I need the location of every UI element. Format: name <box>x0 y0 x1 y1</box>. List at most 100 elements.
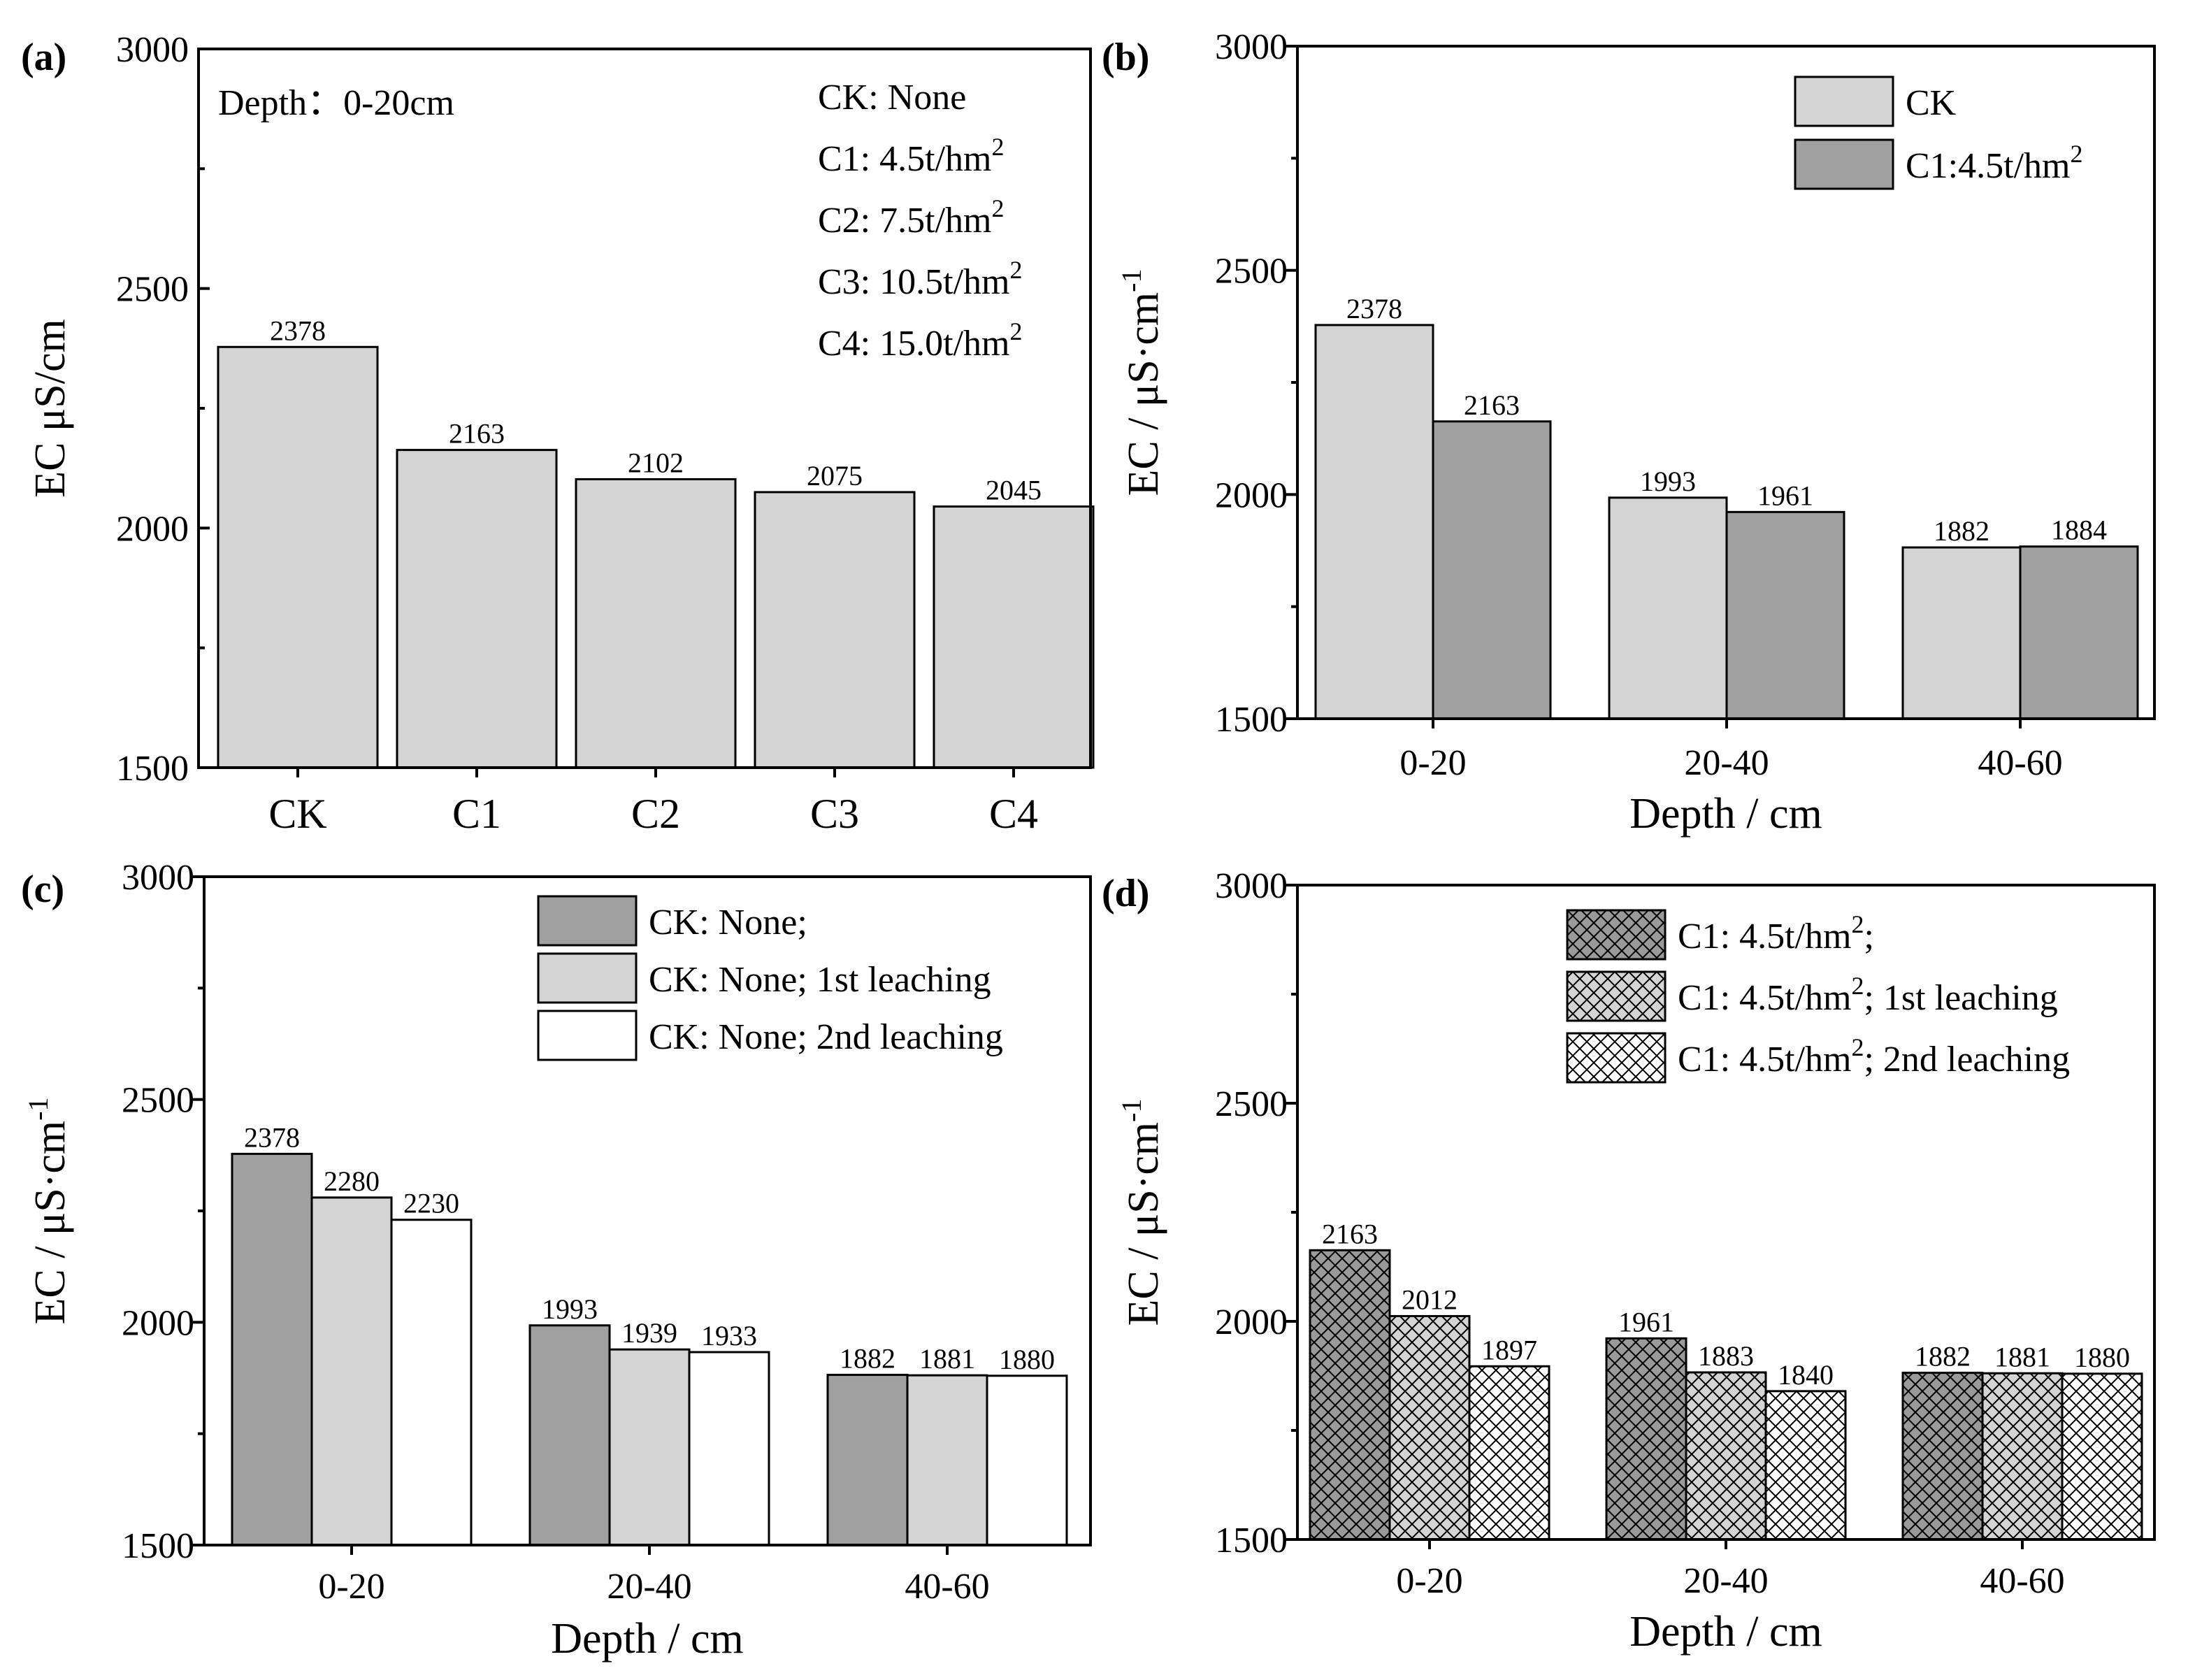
panel-b-bar-0-20-1 <box>1432 420 1552 720</box>
panel-a-category-label: C1 <box>452 791 501 837</box>
treatment-note-main: CK: None <box>818 78 966 117</box>
treatment-note-sup: 2 <box>991 194 1004 222</box>
legend-label-main: C1: 4.5t/hm <box>1678 978 1851 1018</box>
legend-label-main: CK: None; 2nd leaching <box>649 1017 1003 1057</box>
legend-label-main: C1: 4.5t/hm <box>1678 917 1851 956</box>
panel-a-category-label: C2 <box>631 791 680 837</box>
legend-label-suffix: ; <box>1864 917 1873 956</box>
panel-c-data-label: 1933 <box>701 1320 757 1351</box>
panel-d-bar-40-60-0 <box>1901 1372 1984 1541</box>
panel-a-data-label: 2163 <box>449 418 505 450</box>
legend-label-suffix: ; 2nd leaching <box>1864 1040 2070 1079</box>
treatment-note-main: C1: 4.5t/hm <box>818 139 991 179</box>
panel-d-category-label: 20-40 <box>1683 1561 1768 1601</box>
panel-c-bar-0-20-0 <box>231 1152 313 1546</box>
panel-c-data-label: 2280 <box>324 1165 380 1197</box>
treatment-note-sup: 2 <box>1009 317 1022 345</box>
panel-a-bar-C3-0 <box>754 491 916 769</box>
panel-b-data-label: 1882 <box>1934 515 1989 547</box>
panel-d-legend-label: C1: 4.5t/hm2; 1st leaching <box>1678 972 2058 1018</box>
panel-c-legend-label: CK: None; 1st leaching <box>649 960 991 1000</box>
panel-c-ytick-label: 2500 <box>122 1081 194 1121</box>
legend-label-sup: 2 <box>1851 1033 1864 1061</box>
panel-d-bar-40-60-2 <box>2061 1372 2143 1541</box>
panel-d-bars: 2163 2012 1897 1961 1883 1840 1882 1881 1880 <box>1309 1218 2143 1541</box>
panel-a-treatment-note: C4: 15.0t/hm2 <box>818 317 1022 364</box>
panel-d-bar-0-20-1 <box>1388 1315 1471 1541</box>
panel-c-data-label: 1939 <box>621 1317 677 1349</box>
panel-b-y-axis-title-sup: -1 <box>1116 269 1147 292</box>
panel-c-data-label: 1880 <box>999 1344 1055 1375</box>
panel-b-ytick-label: 2000 <box>1215 475 1288 515</box>
panel-d-data-label: 1880 <box>2074 1342 2130 1373</box>
panel-c-bar-0-20-1 <box>310 1196 393 1546</box>
panel-c-y-axis-title-main: EC / μS·cm <box>27 1121 74 1325</box>
panel-c-bar-20-40-0 <box>528 1324 611 1546</box>
panel-a-data-label: 2378 <box>270 315 326 346</box>
panel-d-legend-swatch <box>1566 970 1667 1022</box>
panel-b-data-label: 1961 <box>1757 480 1813 511</box>
panel-b-data-label: 2378 <box>1346 293 1402 324</box>
panel-c-data-label: 1881 <box>919 1343 975 1374</box>
panel-d-legend-label: C1: 4.5t/hm2; <box>1678 910 1874 956</box>
panel-c-bar-20-40-1 <box>608 1348 691 1546</box>
panel-d-bar-20-40-2 <box>1764 1390 1847 1541</box>
panel-b-y-axis-title: EC / μS·cm-1 <box>1116 269 1167 496</box>
panel-b-category-label: 20-40 <box>1684 743 1769 783</box>
panel-c-bar-40-60-2 <box>986 1374 1068 1546</box>
legend-label-suffix: ; 1st leaching <box>1864 978 2057 1018</box>
panel-c-category-labels: 0-20 20-40 40-60 <box>318 1545 990 1607</box>
panel-c-bar-40-60-0 <box>826 1374 909 1546</box>
legend-label-sup: 2 <box>1851 972 1864 1000</box>
panel-d-y-axis-title-main: EC / μS·cm <box>1120 1122 1167 1326</box>
panel-c-legend-swatch <box>537 895 638 947</box>
panel-b-data-label: 1884 <box>2051 515 2107 546</box>
panel-d-x-axis-title: Depth / cm <box>1629 1608 1822 1656</box>
panel-d-legend: C1: 4.5t/hm2;C1: 4.5t/hm2; 1st leachingC… <box>1566 909 2070 1084</box>
panel-d-bar-20-40-1 <box>1685 1371 1767 1541</box>
panel-a-y-axis-title: EC μS/cm <box>27 319 74 497</box>
treatment-note-main: C3: 10.5t/hm <box>818 262 1009 302</box>
panel-c-legend-label: CK: None; 2nd leaching <box>649 1017 1003 1057</box>
panel-d-category-labels: 0-20 20-40 40-60 <box>1396 1539 2065 1601</box>
panel-c: 2378 2280 2230 1993 1939 1933 1882 1881 1880 150… <box>21 858 1092 1663</box>
panel-c-bar-20-40-2 <box>688 1351 770 1546</box>
panel-c-category-label: 40-60 <box>905 1567 989 1607</box>
panel-b-legend-label: CK <box>1906 83 1957 123</box>
panel-b-ytick-label: 3000 <box>1215 27 1288 67</box>
panel-a-category-label: C4 <box>989 791 1038 837</box>
treatment-note-sup: 2 <box>1009 256 1022 284</box>
panel-c-bar-40-60-1 <box>906 1374 988 1546</box>
panel-a-bar-C1-0 <box>396 449 558 769</box>
panel-a-yticks: 1500 2000 2500 3000 <box>116 30 210 789</box>
panel-c-category-label: 0-20 <box>318 1567 384 1607</box>
treatment-note-main: C2: 7.5t/hm <box>818 201 991 240</box>
panel-b-bars: 2378 2163 1993 1961 1882 1884 <box>1314 293 2139 720</box>
panel-d-category-label: 40-60 <box>1980 1561 2064 1601</box>
treatment-note-main: C4: 15.0t/hm <box>818 324 1009 364</box>
legend-label-main: C1:4.5t/hm <box>1906 146 2070 186</box>
panel-b-legend-label: C1:4.5t/hm2 <box>1906 140 2082 186</box>
panel-a-treatment-note: C2: 7.5t/hm2 <box>818 194 1004 240</box>
panel-c-data-label: 1993 <box>542 1293 598 1325</box>
panel-c-ytick-label: 2000 <box>122 1303 194 1343</box>
panel-a-category-label: C3 <box>810 791 859 837</box>
panel-b-category-label: 40-60 <box>1978 743 2062 783</box>
panel-c-data-label: 2230 <box>403 1188 459 1219</box>
panel-b-bar-0-20-0 <box>1314 324 1434 720</box>
panel-d-ytick-label: 3000 <box>1215 866 1288 906</box>
legend-label-main: CK: None; <box>649 903 807 942</box>
panel-c-yticks: 1500 2000 2500 3000 <box>122 858 204 1566</box>
panel-a-treatment-note: C3: 10.5t/hm2 <box>818 256 1022 302</box>
panel-c-legend-swatch <box>537 1010 638 1061</box>
panel-c-y-axis-title: EC / μS·cm-1 <box>22 1098 74 1325</box>
panel-a-data-label: 2102 <box>628 447 684 478</box>
panel-b: 2378 2163 1993 1961 1882 1884 1500 2000 2500 300… <box>1102 27 2156 838</box>
panel-a-bars: 2378 2163 2102 2075 2045 <box>217 315 1095 769</box>
panel-b-category-labels: 0-20 20-40 40-60 <box>1399 719 2063 783</box>
panel-d-data-label: 1897 <box>1481 1334 1537 1365</box>
panel-a-category-labels: CK C1 C2 C3 C4 <box>268 768 1038 837</box>
panel-a-ytick-label: 2500 <box>116 270 189 310</box>
panel-d: 2163 2012 1897 1961 1883 1840 1882 1881 1880 150… <box>1102 866 2156 1656</box>
panel-d-data-label: 1840 <box>1778 1359 1834 1391</box>
